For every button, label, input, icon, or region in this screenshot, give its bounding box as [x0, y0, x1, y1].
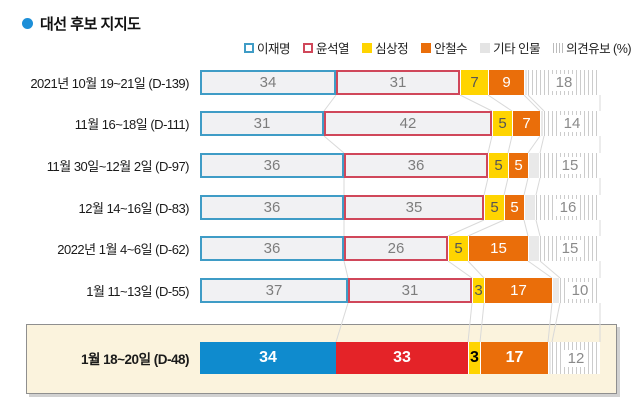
stacked-bar: 36 35 5 5 16 [200, 195, 600, 220]
bar-segment-reserve: 15 [540, 153, 600, 178]
bar-segment-sim: 5 [448, 236, 468, 261]
legend-label: 심상정 [375, 42, 409, 56]
legend-label: 기타 인물 [493, 42, 541, 56]
bar-segment-yoon: 36 [344, 153, 488, 178]
bar-segment-ahn: 9 [488, 70, 524, 95]
bar-segment-yoon: 31 [348, 278, 472, 303]
segment-value: 16 [555, 199, 581, 216]
bar-segment-yoon: 26 [344, 236, 448, 261]
bar-segment-other [548, 342, 552, 374]
bar-segment-sim: 7 [460, 70, 488, 95]
stacked-bar: 36 36 5 5 15 [200, 153, 600, 178]
row-date-label: 12월 14~16일 (D-83) [78, 201, 190, 216]
bar-segment-lee: 31 [200, 111, 324, 136]
bar-segment-reserve: 14 [544, 111, 600, 136]
stacked-bar: 34 31 7 9 18 [200, 70, 600, 95]
legend-label: 이재명 [257, 42, 291, 56]
legend-item: 심상정 [362, 38, 409, 57]
bar-segment-sim: 3 [472, 278, 484, 303]
bar-segment-reserve: 15 [540, 236, 600, 261]
bar-segment-reserve: 18 [528, 70, 600, 95]
bar-segment-ahn: 17 [480, 342, 548, 374]
legend-item: 윤석열 [303, 38, 350, 57]
segment-value: 10 [567, 282, 593, 299]
bar-segment-ahn: 7 [512, 111, 540, 136]
stacked-bar: 36 26 5 15 15 [200, 236, 600, 261]
bar-segment-other [524, 70, 528, 95]
bar-segment-lee: 36 [200, 236, 344, 261]
stripes-swatch-icon [553, 42, 564, 53]
row-date-label: 1월 11~13일 (D-55) [86, 284, 189, 299]
segment-value: 14 [559, 115, 585, 132]
segment-value: 18 [551, 74, 577, 91]
bar-segment-ahn: 17 [484, 278, 552, 303]
bar-segment-reserve: 16 [536, 195, 600, 220]
bar-segment-sim: 3 [468, 342, 480, 374]
chart-title-row: 대선 후보 지지도 [22, 13, 141, 34]
bar-segment-lee: 34 [200, 342, 336, 374]
bar-segment-reserve: 12 [552, 342, 600, 374]
bar-segment-ahn: 5 [504, 195, 524, 220]
legend-label: 의견유보 (%) [566, 42, 631, 56]
bar-segment-other [540, 111, 544, 136]
bar-segment-yoon: 35 [344, 195, 484, 220]
bar-segment-sim: 5 [492, 111, 512, 136]
legend-item: 의견유보 (%) [553, 38, 631, 57]
bar-segment-sim: 5 [488, 153, 508, 178]
row-date-label: 11월 16~18일 (D-111) [74, 117, 190, 132]
stacked-bar: 34 33 3 17 12 [200, 342, 600, 374]
stacked-bar: 31 42 5 7 14 [200, 111, 600, 136]
bar-segment-yoon: 33 [336, 342, 468, 374]
stacked-bar: 37 31 3 17 10 [200, 278, 600, 303]
bar-segment-yoon: 31 [336, 70, 460, 95]
segment-value: 12 [563, 349, 589, 367]
outline-blue-swatch-icon [244, 42, 255, 53]
bar-segment-lee: 36 [200, 195, 344, 220]
row-date-label: 11월 30일~12월 2일 (D-97) [46, 159, 190, 174]
bar-segment-other [528, 236, 540, 261]
bar-segment-lee: 36 [200, 153, 344, 178]
bar-segment-lee: 37 [200, 278, 348, 303]
outline-red-swatch-icon [303, 42, 314, 53]
row-date-label: 1월 18~20일 (D-48) [80, 352, 190, 367]
row-date-label: 2021년 10월 19~21일 (D-139) [30, 76, 189, 91]
bar-segment-ahn: 15 [468, 236, 528, 261]
bar-segment-sim: 5 [484, 195, 504, 220]
legend: 이재명 윤석열 심상정 안철수 기타 인물 의견유보 (%) [244, 38, 631, 57]
legend-item: 이재명 [244, 38, 291, 57]
fill-yellow-swatch-icon [362, 42, 373, 53]
legend-label: 안철수 [434, 42, 468, 56]
bar-segment-lee: 34 [200, 70, 336, 95]
row-date-label: 2022년 1월 4~6일 (D-62) [57, 242, 189, 257]
legend-item: 기타 인물 [480, 38, 541, 57]
chart-title: 대선 후보 지지도 [40, 16, 141, 33]
legend-item: 안철수 [421, 38, 468, 57]
segment-value: 15 [557, 240, 583, 257]
legend-label: 윤석열 [316, 42, 350, 56]
segment-value: 15 [557, 157, 583, 174]
bar-segment-reserve: 10 [560, 278, 600, 303]
bar-segment-other [528, 153, 540, 178]
fill-orange-swatch-icon [421, 42, 432, 53]
bar-segment-yoon: 42 [324, 111, 492, 136]
bar-segment-ahn: 5 [508, 153, 528, 178]
bar-segment-other [552, 278, 560, 303]
fill-lightgray-swatch-icon [480, 42, 491, 53]
bar-segment-other [524, 195, 536, 220]
bullet-icon [22, 18, 33, 29]
